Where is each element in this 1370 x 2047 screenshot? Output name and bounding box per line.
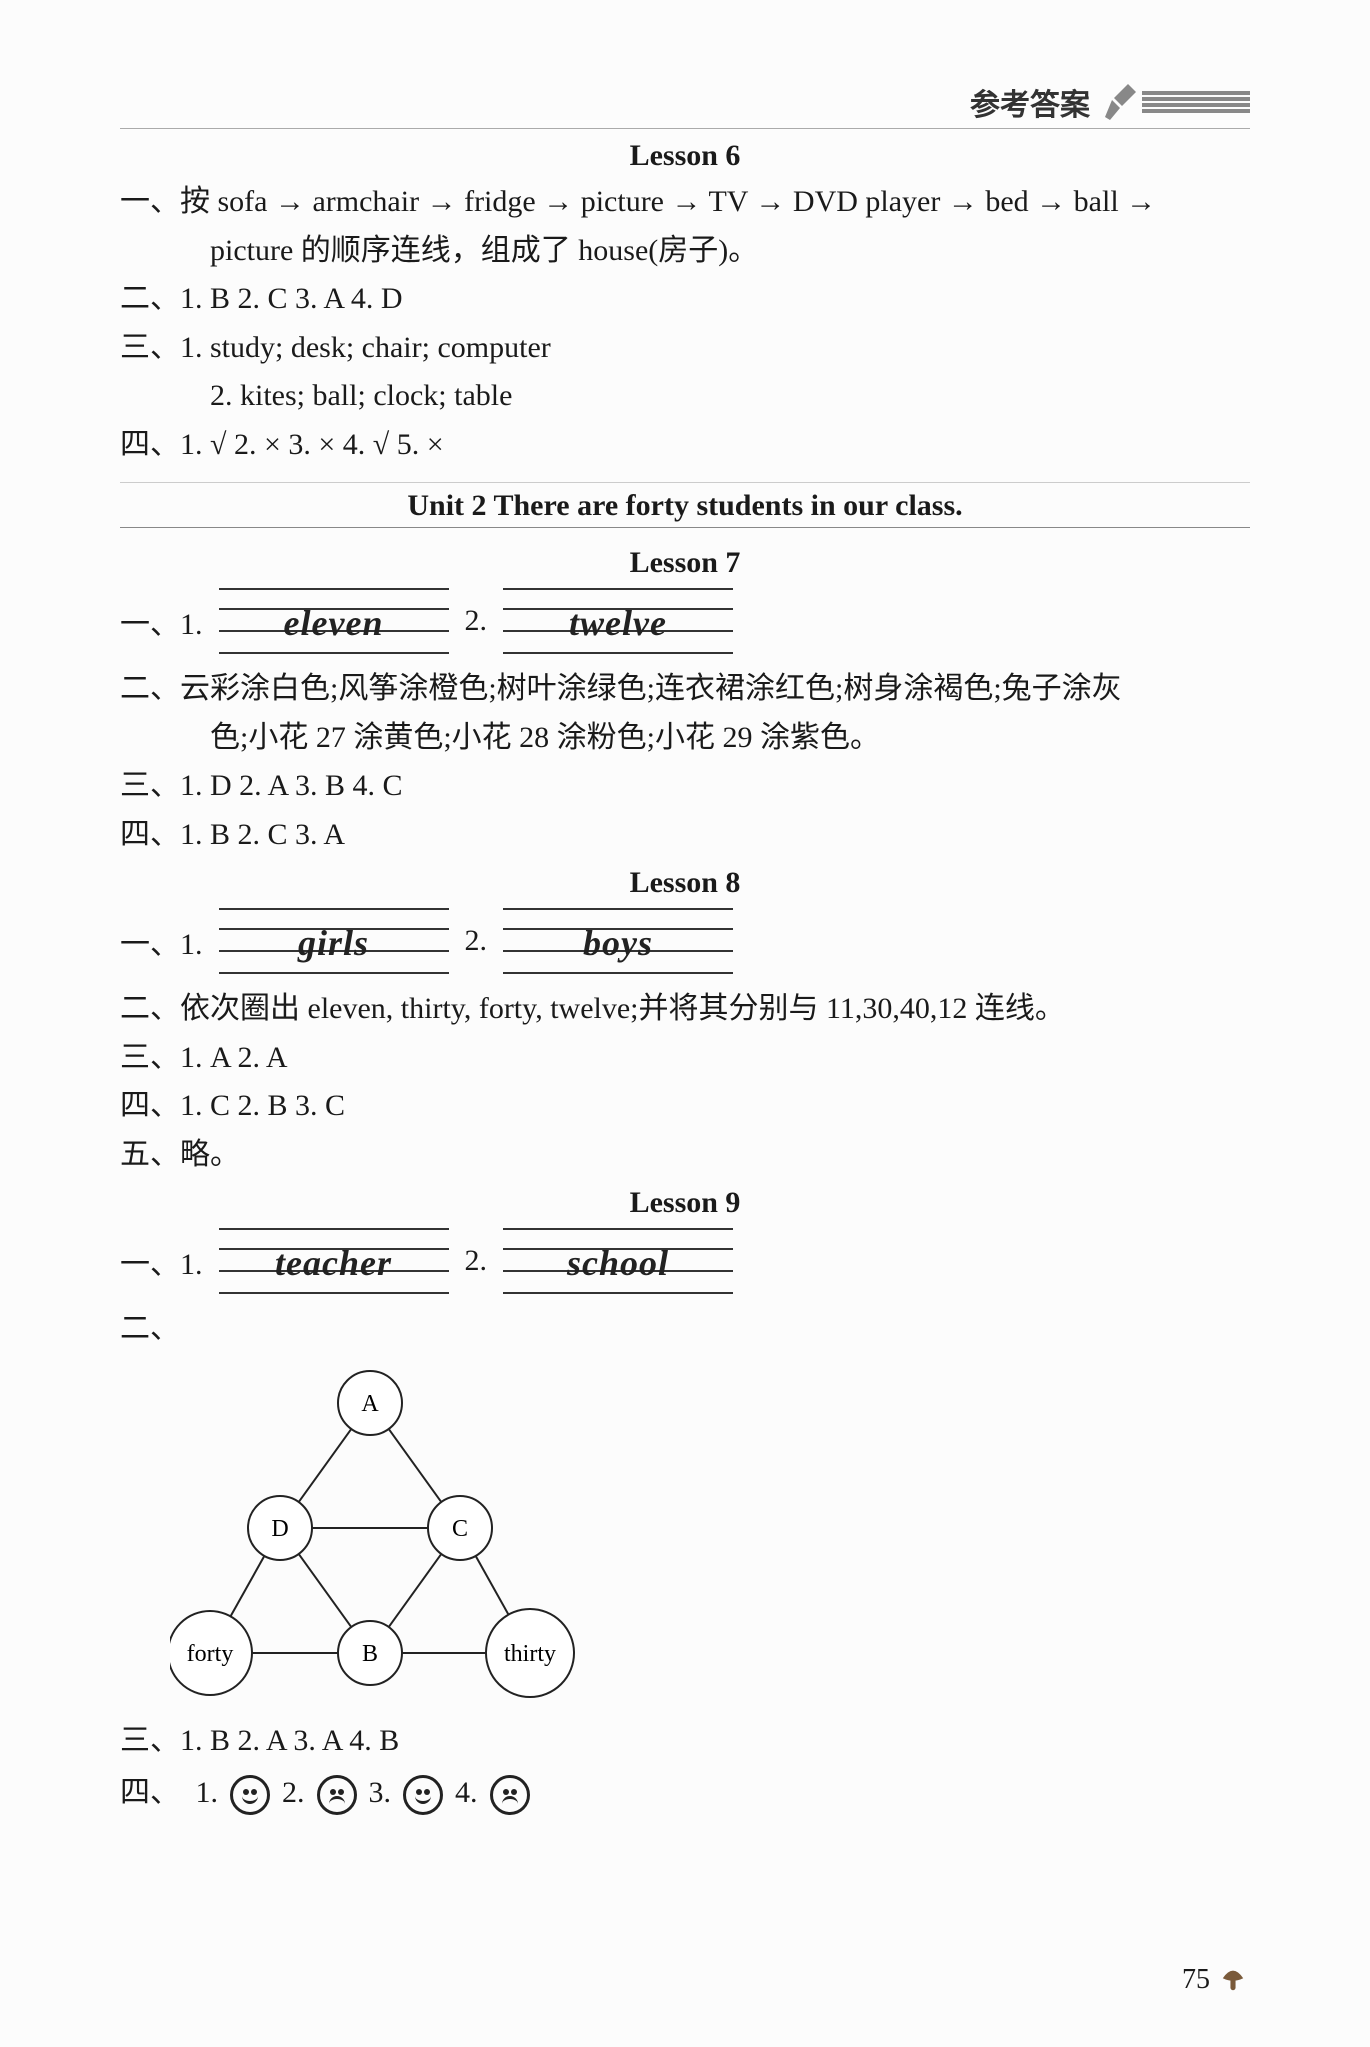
lesson7-title: Lesson 7: [120, 546, 1250, 580]
mushroom-icon: [1216, 1963, 1250, 1997]
handwriting-box: eleven: [219, 586, 449, 656]
page-number-text: 75: [1182, 1964, 1210, 1996]
svg-text:forty: forty: [187, 1641, 234, 1667]
lesson6-q1: 一、按 sofa → armchair → fridge → picture →…: [120, 179, 1250, 226]
lesson8-q3: 三、1. A 2. A: [120, 1035, 1250, 1082]
lesson8-hw2: boys: [503, 922, 733, 964]
lesson7-hw1: eleven: [219, 602, 449, 644]
lesson6-title: Lesson 6: [120, 139, 1250, 173]
triangle-network-diagram: A D Cforty Bthirty: [170, 1363, 590, 1703]
lesson9-hw-sep: 2.: [465, 1244, 488, 1278]
lesson9-hw1: teacher: [219, 1242, 449, 1284]
page: 参考答案 Lesson 6 一、按 sofa → armchair → frid…: [0, 0, 1370, 2047]
lesson7-hw-sep: 2.: [465, 604, 488, 638]
lesson8-hw-sep: 2.: [465, 924, 488, 958]
page-number: 75: [1182, 1963, 1250, 1997]
lesson6-q1-sequence: sofa → armchair → fridge → picture → TV …: [218, 185, 1119, 218]
lesson8-title: Lesson 8: [120, 866, 1250, 900]
lesson9-hw2: school: [503, 1242, 733, 1284]
lesson6-q4: 四、1. √ 2. × 3. × 4. √ 5. ×: [120, 422, 1250, 469]
svg-text:A: A: [361, 1391, 379, 1417]
lesson6-q1b: picture 的顺序连线，组成了 house(房子)。: [120, 228, 1250, 275]
lesson7-q2b: 色;小花 27 涂黄色;小花 28 涂粉色;小花 29 涂紫色。: [120, 715, 1250, 762]
lesson6-q2: 二、1. B 2. C 3. A 4. D: [120, 276, 1250, 323]
lesson7-hw2: twelve: [503, 602, 733, 644]
svg-text:C: C: [452, 1516, 468, 1542]
unit2-title: Unit 2 There are forty students in our c…: [120, 482, 1250, 528]
handwriting-box: boys: [503, 906, 733, 976]
lesson9-q4: 四、 1. 2. 3. 4.: [120, 1766, 1250, 1820]
svg-text:B: B: [362, 1641, 378, 1667]
lesson8-q4: 四、1. C 2. B 3. C: [120, 1083, 1250, 1130]
lesson9-hw-prefix: 一、1.: [120, 1239, 203, 1283]
face-label: 4.: [455, 1776, 478, 1809]
pencil-icon: [1100, 82, 1140, 122]
lesson8-hw1: girls: [219, 922, 449, 964]
lesson6-q3a: 三、1. study; desk; chair; computer: [120, 325, 1250, 372]
lesson9-diagram: A D Cforty Bthirty: [170, 1363, 1250, 1708]
header-lines: [1142, 91, 1250, 113]
handwriting-box: girls: [219, 906, 449, 976]
handwriting-box: twelve: [503, 586, 733, 656]
header-bar: 参考答案: [120, 80, 1250, 129]
face-label: 3.: [369, 1776, 392, 1809]
lesson8-q2: 二、依次圈出 eleven, thirty, forty, twelve;并将其…: [120, 986, 1250, 1033]
svg-text:D: D: [271, 1516, 288, 1542]
handwriting-box: school: [503, 1226, 733, 1296]
happy-face-icon: [403, 1775, 443, 1815]
lesson8-q5: 五、略。: [120, 1132, 1250, 1179]
lesson9-hw-row: 一、1. teacher 2. school: [120, 1226, 1250, 1296]
lesson6-q1-prefix: 一、按: [120, 185, 218, 218]
header-decoration: [1100, 82, 1250, 122]
lesson9-q2-prefix: 二、: [120, 1306, 1250, 1353]
header-label: 参考答案: [970, 80, 1090, 124]
handwriting-box: teacher: [219, 1226, 449, 1296]
face-label: 1.: [196, 1776, 219, 1809]
face-label: 2.: [282, 1776, 305, 1809]
sad-face-icon: [317, 1775, 357, 1815]
lesson6-q3b: 2. kites; ball; clock; table: [120, 373, 1250, 420]
lesson7-hw-row: 一、1. eleven 2. twelve: [120, 586, 1250, 656]
lesson7-q3: 三、1. D 2. A 3. B 4. C: [120, 763, 1250, 810]
lesson9-title: Lesson 9: [120, 1186, 1250, 1220]
sad-face-icon: [490, 1775, 530, 1815]
lesson7-q4: 四、1. B 2. C 3. A: [120, 812, 1250, 859]
lesson8-hw-prefix: 一、1.: [120, 919, 203, 963]
lesson9-q4-prefix: 四、: [120, 1776, 180, 1809]
lesson8-hw-row: 一、1. girls 2. boys: [120, 906, 1250, 976]
svg-text:thirty: thirty: [504, 1641, 556, 1667]
happy-face-icon: [230, 1775, 270, 1815]
lesson7-hw-prefix: 一、1.: [120, 599, 203, 643]
lesson9-q3: 三、1. B 2. A 3. A 4. B: [120, 1718, 1250, 1765]
lesson7-q2a: 二、云彩涂白色;风筝涂橙色;树叶涂绿色;连衣裙涂红色;树身涂褐色;兔子涂灰: [120, 666, 1250, 713]
